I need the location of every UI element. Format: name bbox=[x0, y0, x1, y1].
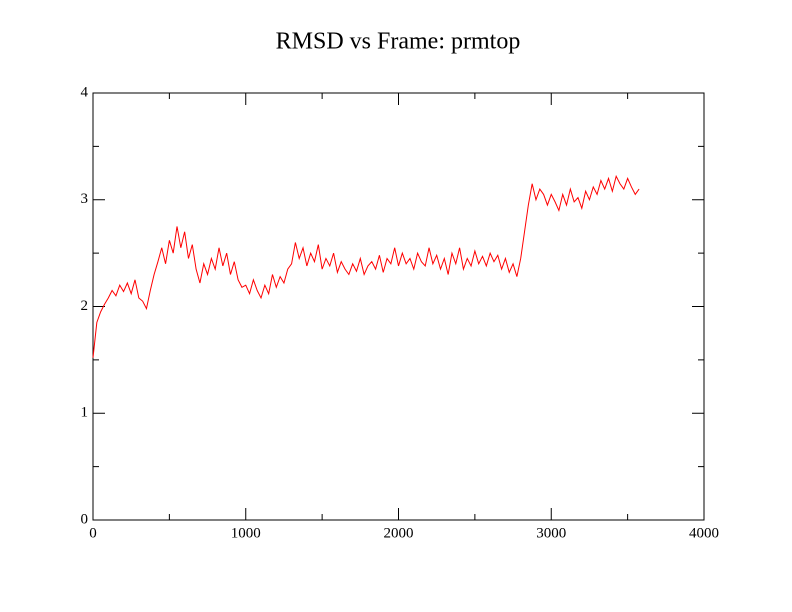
x-tick-label: 1000 bbox=[231, 525, 261, 541]
data-line bbox=[92, 174, 640, 358]
y-tick-label: 4 bbox=[81, 84, 89, 100]
x-tick-label: 0 bbox=[89, 525, 97, 541]
y-tick-label: 1 bbox=[81, 405, 89, 421]
chart-title: RMSD vs Frame: prmtop bbox=[276, 29, 521, 55]
x-tick-label: 2000 bbox=[384, 525, 414, 541]
x-tick-label: 3000 bbox=[536, 525, 566, 541]
y-tick-label: 3 bbox=[81, 191, 89, 207]
y-tick-label: 0 bbox=[81, 511, 89, 527]
y-tick-label: 2 bbox=[81, 298, 89, 314]
x-tick-label: 4000 bbox=[689, 525, 719, 541]
